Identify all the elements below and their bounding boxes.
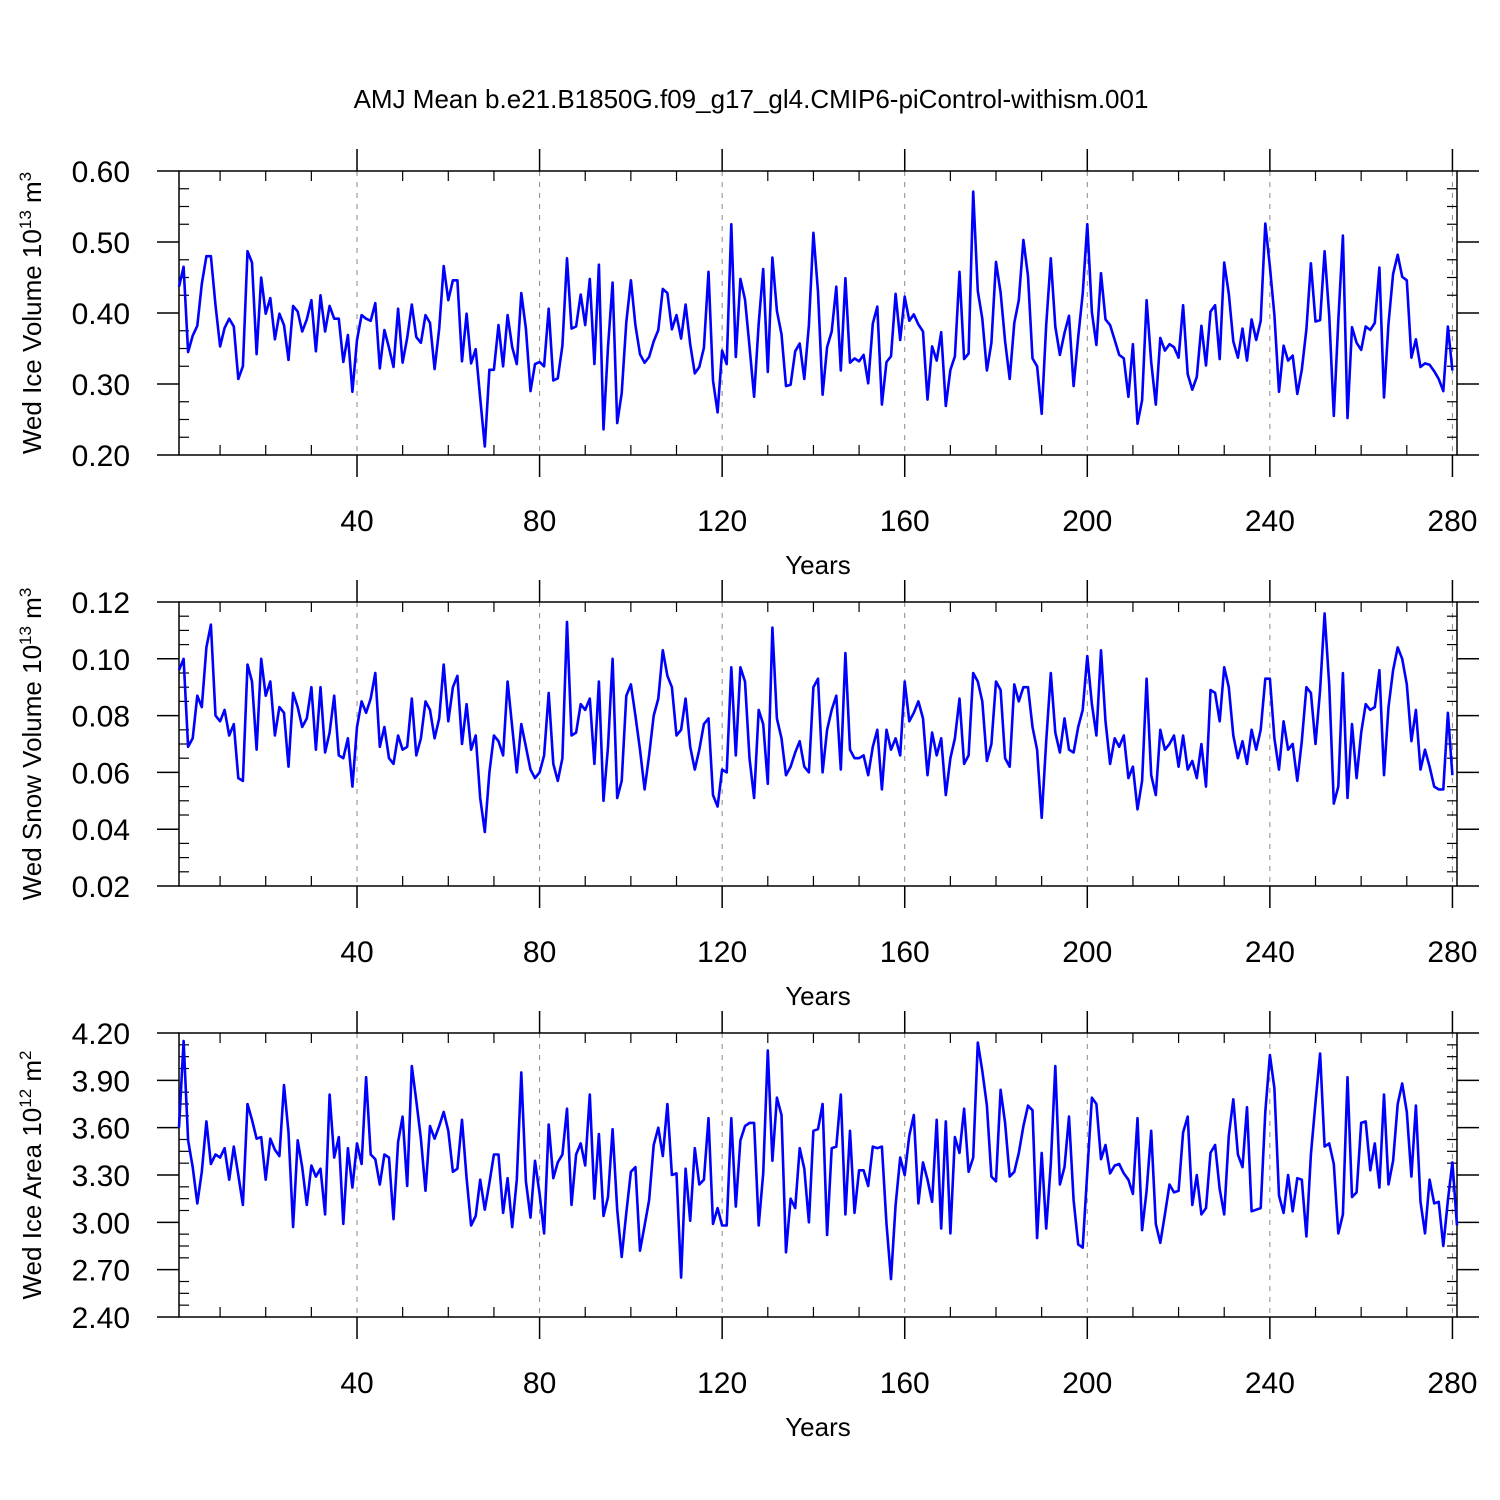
x-tick-label: 200 (1062, 505, 1112, 538)
x-tick-label: 240 (1245, 505, 1295, 538)
x-tick-label: 200 (1062, 936, 1112, 969)
y-tick-label: 0.20 (72, 440, 130, 473)
x-tick-label: 240 (1245, 936, 1295, 969)
y-tick-label: 2.70 (72, 1255, 130, 1288)
y-tick-label: 0.30 (72, 369, 130, 402)
y-axis-label-unit-exponent: 3 (16, 172, 35, 181)
y-axis-label: Wed Ice Volume 1013 m3 (16, 172, 47, 454)
x-axis-label: Years (785, 1412, 851, 1442)
x-tick-label: 280 (1427, 1367, 1477, 1400)
series-line (177, 612, 1454, 834)
y-axis-label-unit: m (17, 597, 47, 626)
x-tick-label: 200 (1062, 1367, 1112, 1400)
y-tick-label: 2.40 (72, 1302, 130, 1335)
y-tick-label: 3.30 (72, 1160, 130, 1193)
y-axis-label-unit: m (17, 1060, 47, 1089)
x-tick-label: 40 (340, 1367, 373, 1400)
x-axis-label: Years (785, 981, 851, 1011)
x-tick-label: 80 (523, 1367, 556, 1400)
y-tick-label: 4.20 (72, 1018, 130, 1051)
y-tick-label: 0.02 (72, 871, 130, 904)
y-tick-label: 0.08 (72, 701, 130, 734)
y-tick-label: 0.04 (72, 814, 130, 847)
y-tick-label: 0.40 (72, 298, 130, 331)
x-axis-label: Years (785, 550, 851, 580)
x-tick-label: 40 (340, 505, 373, 538)
y-tick-label: 0.12 (72, 587, 130, 620)
series-line (177, 190, 1454, 448)
y-tick-label: 0.50 (72, 227, 130, 260)
panel-ice-area: 40 80 120 160 200 240 280 2.40 2.70 3.00 3.30 3.60 3… (16, 1011, 1479, 1442)
y-axis-label-unit-exponent: 2 (16, 1050, 35, 1059)
y-axis-label-exponent: 13 (16, 626, 35, 645)
plot-frame (178, 1032, 1458, 1318)
y-axis-label-unit: m (17, 181, 47, 210)
x-tick-label: 80 (523, 936, 556, 969)
y-axis-label-text: Wed Ice Volume 10 (17, 229, 47, 454)
x-tick-label: 80 (523, 505, 556, 538)
y-tick-label: 0.10 (72, 644, 130, 677)
x-tick-label: 120 (697, 505, 747, 538)
y-axis-label-exponent: 13 (16, 210, 35, 229)
plot-frame (178, 601, 1458, 887)
x-tick-label: 120 (697, 1367, 747, 1400)
x-tick-label: 160 (880, 505, 930, 538)
x-tick-label: 40 (340, 936, 373, 969)
y-axis-label: Wed Snow Volume 1013 m3 (16, 588, 47, 901)
y-axis-label-text: Wed Snow Volume 10 (17, 645, 47, 900)
x-tick-label: 280 (1427, 505, 1477, 538)
x-tick-label: 280 (1427, 936, 1477, 969)
y-axis-label: Wed Ice Area 1012 m2 (16, 1050, 47, 1299)
panel-snow-volume: 40 80 120 160 200 240 280 0.02 0.04 0.06 0.08 0.10 0… (16, 580, 1479, 1011)
chart-title: AMJ Mean b.e21.B1850G.f09_g17_gl4.CMIP6-… (354, 84, 1149, 114)
y-axis-label-text: Wed Ice Area 10 (17, 1108, 47, 1300)
x-tick-label: 160 (880, 936, 930, 969)
x-tick-label: 160 (880, 1367, 930, 1400)
x-tick-label: 120 (697, 936, 747, 969)
y-axis-label-unit-exponent: 3 (16, 588, 35, 597)
y-tick-label: 3.60 (72, 1113, 130, 1146)
series-line (177, 1039, 1459, 1281)
y-tick-label: 3.00 (72, 1207, 130, 1240)
y-tick-label: 0.06 (72, 757, 130, 790)
y-tick-label: 3.90 (72, 1065, 130, 1098)
panel-ice-volume: 40 80 120 160 200 240 280 0.20 0.30 0.40 0.50 0.60 Y… (16, 149, 1479, 580)
y-tick-label: 0.60 (72, 156, 130, 189)
y-axis-label-exponent: 12 (16, 1089, 35, 1108)
x-tick-label: 240 (1245, 1367, 1295, 1400)
